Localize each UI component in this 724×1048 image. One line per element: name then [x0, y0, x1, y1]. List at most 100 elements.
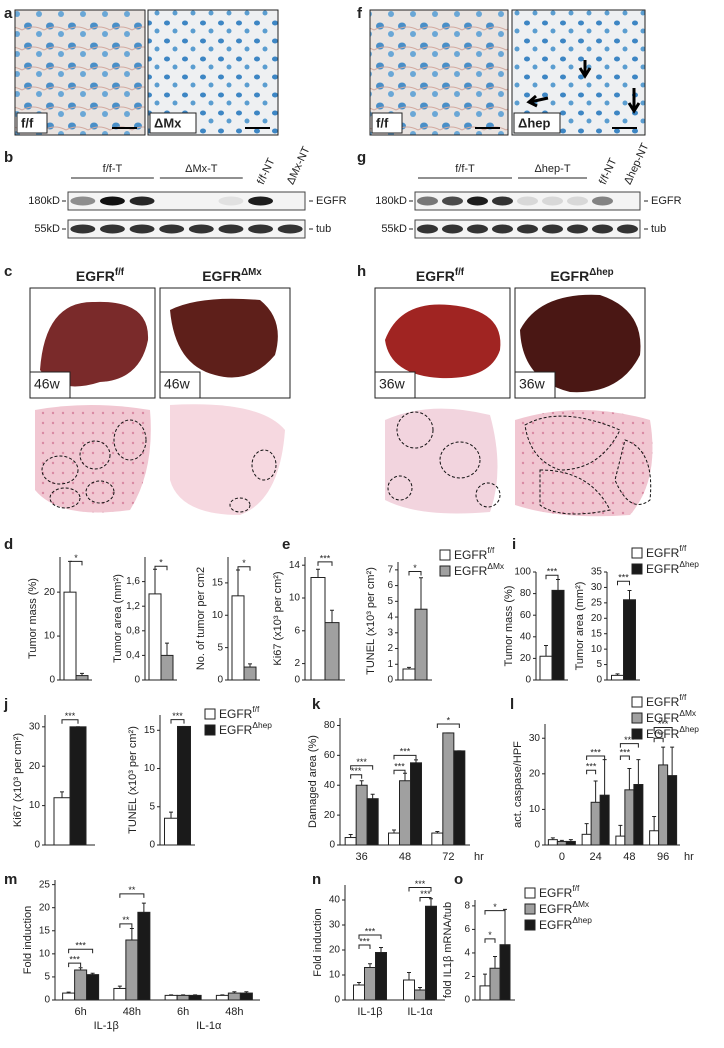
- y-axis-label: Tumor area (mm²): [574, 582, 586, 671]
- label-text: EGFR: [539, 902, 573, 916]
- significance: ***: [75, 941, 86, 951]
- error-bar: [403, 772, 407, 781]
- label-text: EGFR: [646, 727, 680, 741]
- blot-band: [492, 196, 513, 206]
- label-text: EGFR: [646, 546, 680, 560]
- significance-bracket: [358, 934, 382, 939]
- error-bar: [316, 568, 320, 578]
- significance-bracket: [393, 754, 417, 760]
- significance: *: [488, 930, 492, 940]
- bar: [177, 725, 191, 846]
- y-tick-label: 2: [294, 658, 300, 669]
- bar: [215, 994, 229, 1001]
- lane-label: ΔMx-NT: [285, 145, 313, 187]
- legend-label: EGFRf/f: [219, 704, 260, 721]
- blot-band: [567, 224, 588, 234]
- legend-label: EGFRΔMx: [454, 561, 505, 578]
- significance: ***: [359, 936, 370, 946]
- blot-band: [277, 224, 303, 234]
- bar: [113, 987, 127, 1001]
- error-bar: [418, 987, 422, 990]
- bar: [667, 775, 678, 846]
- bar: [414, 608, 428, 681]
- error-bar: [60, 791, 64, 798]
- significance-bracket: [350, 774, 363, 779]
- panel-letter: h: [357, 263, 366, 280]
- legend-swatch: [631, 712, 643, 724]
- group-label: IL-1α: [196, 1020, 222, 1032]
- x-tick-label: 72: [442, 851, 454, 863]
- label-text: EGFR: [202, 268, 241, 284]
- y-tick-label: 8: [464, 901, 470, 912]
- error-bar: [435, 831, 440, 834]
- protein-label: tub: [651, 223, 666, 235]
- bar: [442, 732, 455, 846]
- panel-letter: n: [312, 871, 321, 888]
- label-sup: f/f: [252, 704, 260, 714]
- legend-label: EGFRf/f: [539, 883, 580, 900]
- error-bar: [627, 767, 632, 790]
- blot-band: [70, 196, 96, 206]
- bar: [649, 830, 660, 846]
- blot-band: [617, 224, 638, 234]
- marker-label: 180kD: [28, 195, 60, 207]
- y-tick-label: 10: [329, 970, 341, 981]
- liver-title: EGFRf/f: [416, 267, 465, 284]
- error-bar: [330, 609, 334, 623]
- x-tick-label: 36: [356, 851, 368, 863]
- bar: [547, 839, 558, 846]
- bar: [353, 984, 365, 1001]
- label-sup: ΔMx: [572, 899, 590, 909]
- y-tick-label: 60: [520, 610, 532, 621]
- blot-band: [592, 196, 613, 206]
- significance-bracket: [619, 755, 630, 761]
- label-text: EGFR: [416, 268, 455, 284]
- bar: [402, 668, 416, 681]
- label-sup: Δhep: [252, 720, 272, 730]
- y-axis-label: Tumor area (mm²): [112, 574, 124, 663]
- y-tick-label: 1,2: [126, 601, 140, 612]
- y-tick-label: 0: [134, 675, 140, 686]
- error-bar: [618, 824, 623, 837]
- bar: [310, 577, 326, 681]
- significance: **: [128, 885, 136, 895]
- error-bar: [348, 834, 353, 838]
- bar: [69, 726, 87, 846]
- blot-band: [517, 224, 538, 234]
- error-bar: [153, 568, 157, 594]
- y-tick-label: 100: [514, 567, 531, 578]
- bar: [453, 750, 466, 846]
- bar: [388, 832, 400, 846]
- liver: [40, 301, 149, 387]
- label-sup: Δhep: [589, 267, 613, 278]
- label-sup: ΔMx: [487, 561, 505, 571]
- label-text: EGFR: [646, 711, 680, 725]
- error-bar: [379, 947, 383, 953]
- bar: [164, 994, 178, 1001]
- blot-band: [492, 224, 513, 234]
- blot-band: [567, 196, 588, 206]
- legend-swatch: [631, 728, 643, 740]
- significance-bracket: [586, 769, 597, 775]
- error-bar: [236, 569, 240, 596]
- y-tick-label: 10: [44, 631, 56, 642]
- error-bar: [141, 902, 146, 913]
- error-bar: [392, 829, 396, 834]
- y-tick-label: 0: [149, 840, 155, 851]
- tumor-outlines: [229, 449, 277, 513]
- y-tick-label: 20: [591, 613, 603, 624]
- blot-strip: [414, 191, 641, 211]
- bar: [63, 591, 77, 681]
- y-axis-label: Tumor mass (%): [27, 578, 39, 659]
- bar: [539, 655, 553, 681]
- tumor-outlines: [41, 419, 147, 509]
- panel-letter: f: [357, 5, 363, 22]
- bar: [403, 979, 415, 1001]
- y-tick-label: 6: [464, 924, 470, 935]
- y-tick-label: 80: [520, 588, 532, 599]
- significance: **: [122, 915, 130, 925]
- significance: ***: [420, 889, 431, 899]
- blot-band: [70, 224, 96, 234]
- significance-bracket: [545, 574, 559, 580]
- bar: [86, 974, 100, 1001]
